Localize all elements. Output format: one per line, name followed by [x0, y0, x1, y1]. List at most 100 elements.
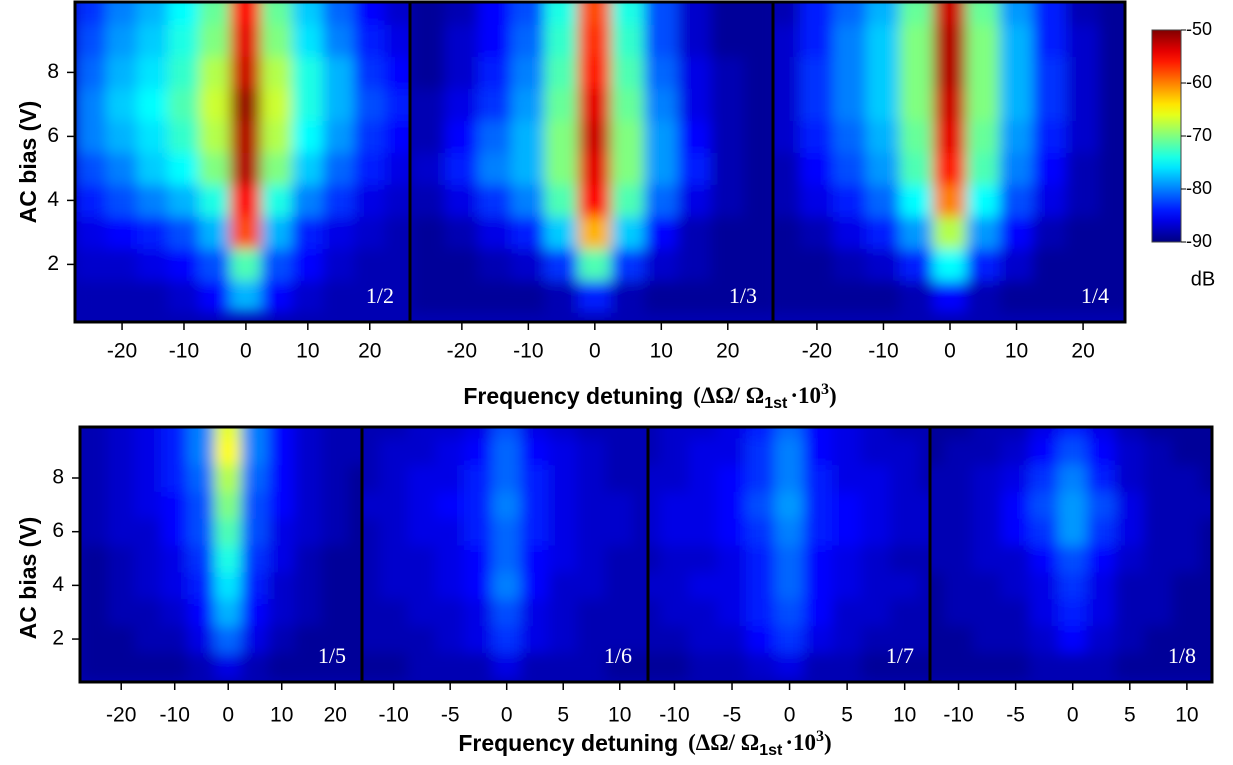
heatmap-cell [717, 490, 747, 519]
heatmap-cell [799, 119, 835, 153]
heatmap-cell [930, 625, 945, 653]
heatmap-cell [75, 119, 108, 153]
heatmap-cell [362, 571, 381, 600]
heatmap-cell [353, 119, 386, 153]
heatmap-cell [160, 598, 189, 627]
heatmap-cell [463, 651, 494, 680]
heatmap-cell [294, 571, 323, 600]
heatmap-cell [291, 23, 324, 57]
heatmap-cell [633, 598, 648, 627]
heatmap-cell [1057, 437, 1088, 466]
heatmap-cell [648, 464, 661, 492]
heatmap-cell [610, 279, 646, 313]
heatmap-cell [229, 119, 262, 153]
heatmap-cell [168, 215, 200, 249]
heatmap-cell [260, 247, 293, 281]
heatmap-cell [833, 215, 868, 249]
heatmap-cell [576, 598, 607, 627]
heatmap-cell [107, 427, 136, 439]
heatmap-cell [463, 625, 494, 653]
heatmap-cell [745, 464, 776, 492]
heatmap-cell [411, 183, 446, 217]
heatmap-cell [106, 119, 139, 153]
heatmap-cell [577, 215, 612, 249]
heatmap-cell [435, 464, 465, 492]
heatmap-cell [943, 427, 974, 439]
heatmap-cell [1143, 571, 1174, 600]
heatmap-cell [160, 437, 189, 466]
heatmap-cell [511, 151, 546, 185]
heatmap-cell [966, 87, 1001, 121]
heatmap-cell [353, 2, 386, 25]
heatmap-cell [717, 517, 747, 546]
x-tick-label: 0 [501, 704, 513, 727]
heatmap-cell [260, 119, 293, 153]
heatmap-cell [353, 23, 386, 57]
heatmap-cell [745, 427, 776, 439]
heatmap-cell [241, 625, 269, 653]
y-tick-label: 8 [52, 466, 64, 489]
x-axis-label-formula: (ΔΩ/ Ω [693, 383, 764, 408]
heatmap-cell [659, 625, 690, 653]
heatmap-cell [160, 625, 189, 653]
heatmap-cell [832, 651, 863, 680]
heatmap-cell [1000, 464, 1031, 492]
heatmap-cell [1032, 183, 1067, 217]
heatmap-cell [1143, 490, 1174, 519]
x-tick-label: 0 [784, 704, 796, 727]
heatmap-cell [411, 87, 446, 121]
heatmap-cell [444, 279, 479, 313]
heatmap-cell [833, 151, 868, 185]
heatmap-cells [930, 427, 1212, 680]
x-tick-label: 0 [1067, 704, 1079, 727]
heatmap-cell [899, 2, 934, 25]
heatmap-cell [799, 2, 835, 25]
heatmap-cell [889, 544, 920, 573]
heatmap-cell [930, 651, 945, 680]
x-tick-label: 10 [608, 704, 631, 727]
heatmap-cell [972, 598, 1002, 627]
heatmap-cell [1065, 215, 1101, 249]
heatmap-cell [1032, 119, 1067, 153]
heatmap-cell [605, 571, 635, 600]
heatmap-cell [644, 247, 679, 281]
heatmap-cell [577, 151, 612, 185]
heatmap-cell [463, 464, 494, 492]
heatmap-cell [999, 23, 1034, 57]
heatmap-cell [291, 55, 324, 89]
x-tick-label: -5 [1006, 704, 1025, 727]
heatmap-cell [918, 651, 930, 680]
heatmap-cell [106, 151, 139, 185]
y-tick-label: 4 [47, 188, 59, 211]
heatmap-cell [576, 464, 607, 492]
heatmap-cell [745, 517, 776, 546]
heatmap-cell [160, 464, 189, 492]
heatmap-cell [688, 490, 719, 519]
heatmap-cell [492, 571, 522, 600]
heatmap-cell [610, 151, 646, 185]
heatmap-cell [134, 598, 162, 627]
heatmap-cell [267, 427, 296, 439]
heatmap-cell [291, 247, 324, 281]
heatmap-cell [384, 183, 410, 217]
heatmap-cell [241, 464, 269, 492]
heatmap-cell [294, 464, 323, 492]
y-tick-label: 4 [52, 573, 64, 596]
heatmap-cells [648, 427, 930, 680]
heatmap-cell [137, 119, 170, 153]
heatmap-cell [348, 625, 362, 653]
heatmap-cell [610, 87, 646, 121]
heatmap-cell [435, 598, 465, 627]
heatmap-cell [168, 151, 200, 185]
heatmap-cell [407, 598, 437, 627]
heatmap-cell [1057, 571, 1088, 600]
heatmap-cell [362, 517, 381, 546]
heatmap-cell [75, 183, 108, 217]
heatmap-cell [745, 490, 776, 519]
heatmap-cell [444, 183, 479, 217]
heatmap-cell [717, 544, 747, 573]
heatmap-cell [137, 183, 170, 217]
heatmap-cell [833, 279, 868, 313]
heatmap-cell [384, 55, 410, 89]
heatmap-cell [899, 87, 934, 121]
